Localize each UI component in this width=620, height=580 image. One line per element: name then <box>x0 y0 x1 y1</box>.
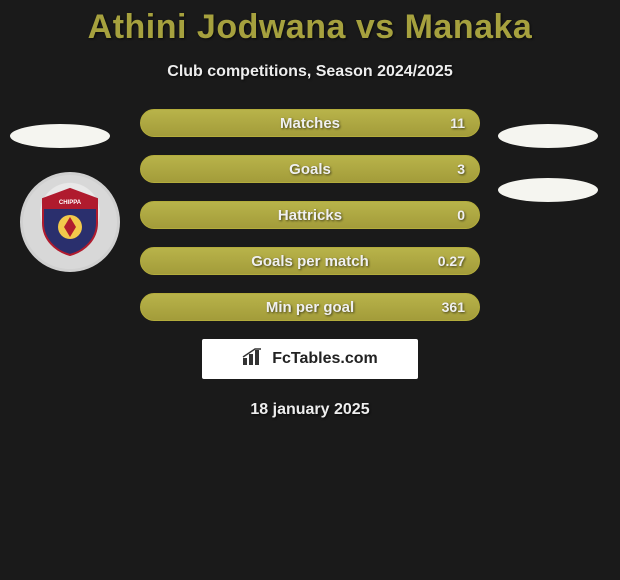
stat-bar-goals: Goals 3 <box>140 155 480 183</box>
stat-label: Min per goal <box>266 299 354 316</box>
competition-subtitle: Club competitions, Season 2024/2025 <box>0 63 620 81</box>
comparison-card: Athini Jodwana vs Manaka Club competitio… <box>0 0 620 419</box>
stat-bar-min-per-goal: Min per goal 361 <box>140 293 480 321</box>
stat-bar-hattricks: Hattricks 0 <box>140 201 480 229</box>
branding-badge[interactable]: FcTables.com <box>202 339 418 379</box>
bars-icon <box>242 348 266 371</box>
stat-value: 11 <box>450 115 465 131</box>
stat-label: Hattricks <box>278 207 342 224</box>
page-title: Athini Jodwana vs Manaka <box>0 0 620 47</box>
club-crest-icon: CHIPPA <box>20 172 120 272</box>
date-text: 18 january 2025 <box>0 401 620 419</box>
player-right-badge-1 <box>498 124 598 148</box>
stats-bars: Matches 11 Goals 3 Hattricks 0 Goals per… <box>140 109 480 321</box>
stat-label: Goals per match <box>251 253 369 270</box>
player-right-badge-2 <box>498 178 598 202</box>
stat-value: 3 <box>457 161 465 177</box>
branding-text: FcTables.com <box>272 350 378 368</box>
stat-label: Matches <box>280 115 340 132</box>
stat-value: 0 <box>457 207 465 223</box>
stat-value: 0.27 <box>438 253 465 269</box>
stat-label: Goals <box>289 161 331 178</box>
stat-value: 361 <box>442 299 465 315</box>
player-left-badge <box>10 124 110 148</box>
stat-bar-matches: Matches 11 <box>140 109 480 137</box>
svg-text:CHIPPA: CHIPPA <box>59 200 82 206</box>
stat-bar-goals-per-match: Goals per match 0.27 <box>140 247 480 275</box>
